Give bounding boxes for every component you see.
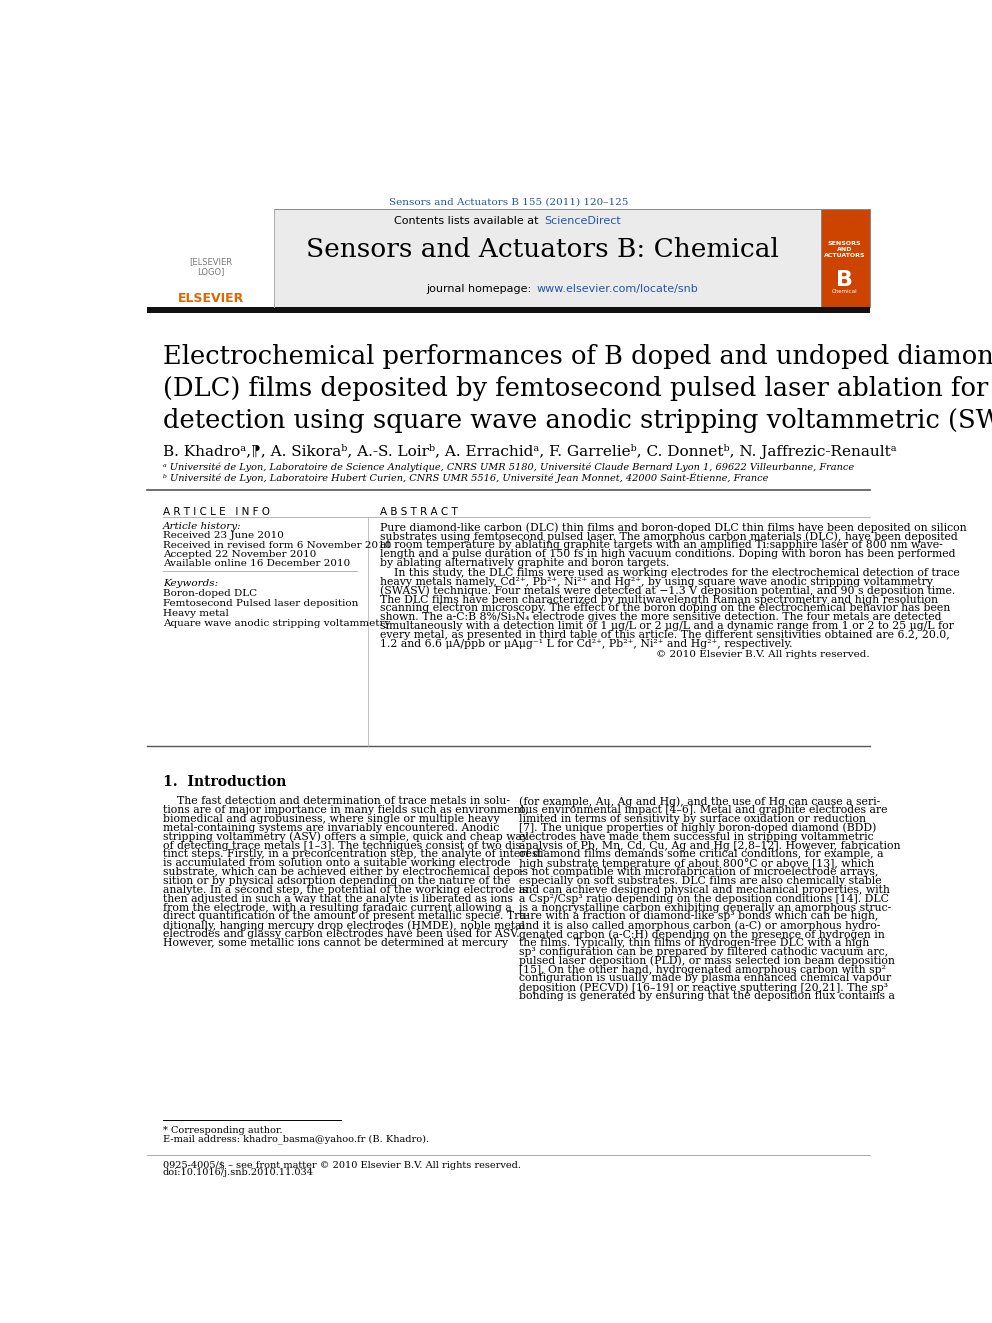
Text: Keywords:: Keywords: — [163, 579, 218, 589]
Text: electrodes have made them successful in stripping voltammetric: electrodes have made them successful in … — [519, 832, 874, 841]
Text: A B S T R A C T: A B S T R A C T — [380, 507, 457, 517]
Text: Sensors and Actuators B 155 (2011) 120–125: Sensors and Actuators B 155 (2011) 120–1… — [389, 197, 628, 206]
Text: © 2010 Elsevier B.V. All rights reserved.: © 2010 Elsevier B.V. All rights reserved… — [656, 650, 870, 659]
Text: A R T I C L E   I N F O: A R T I C L E I N F O — [163, 507, 270, 517]
Text: and can achieve designed physical and mechanical properties, with: and can achieve designed physical and me… — [519, 885, 890, 894]
Text: Received in revised form 6 November 2010: Received in revised form 6 November 2010 — [163, 541, 391, 549]
Text: ᵃ Université de Lyon, Laboratoire de Science Analytique, CNRS UMR 5180, Universi: ᵃ Université de Lyon, Laboratoire de Sci… — [163, 463, 854, 472]
Text: ScienceDirect: ScienceDirect — [544, 216, 621, 226]
Text: The DLC films have been characterized by multiwavelength Raman spectrometry and : The DLC films have been characterized by… — [380, 594, 937, 605]
Text: (for example, Au, Ag and Hg), and the use of Hg can cause a seri-: (for example, Au, Ag and Hg), and the us… — [519, 796, 881, 807]
Text: ditionally, hanging mercury drop electrodes (HMDE), noble metal: ditionally, hanging mercury drop electro… — [163, 921, 525, 931]
Text: Accepted 22 November 2010: Accepted 22 November 2010 — [163, 550, 316, 558]
Text: sp³ configuration can be prepared by filtered cathodic vacuum arc,: sp³ configuration can be prepared by fil… — [519, 947, 889, 957]
Bar — [147, 209, 820, 307]
Text: Contents lists available at: Contents lists available at — [395, 216, 543, 226]
Text: www.elsevier.com/locate/snb: www.elsevier.com/locate/snb — [537, 284, 698, 294]
Text: The fast detection and determination of trace metals in solu-: The fast detection and determination of … — [163, 796, 510, 806]
Text: Heavy metal: Heavy metal — [163, 609, 228, 618]
Text: of detecting trace metals [1–3]. The techniques consist of two dis-: of detecting trace metals [1–3]. The tec… — [163, 840, 525, 851]
Text: high substrate temperature of about 800°C or above [13], which: high substrate temperature of about 800°… — [519, 859, 874, 869]
Text: by ablating alternatively graphite and boron targets.: by ablating alternatively graphite and b… — [380, 557, 670, 568]
Text: metal-containing systems are invariably encountered. Anodic: metal-containing systems are invariably … — [163, 823, 499, 833]
Text: deposition (PECVD) [16–19] or reactive sputtering [20,21]. The sp³: deposition (PECVD) [16–19] or reactive s… — [519, 982, 888, 992]
Text: a Csp²/Csp³ ratio depending on the deposition conditions [14]. DLC: a Csp²/Csp³ ratio depending on the depos… — [519, 894, 889, 904]
Text: electrodes and glassy carbon electrodes have been used for ASV.: electrodes and glassy carbon electrodes … — [163, 929, 520, 939]
Text: configuration is usually made by plasma enhanced chemical vapour: configuration is usually made by plasma … — [519, 974, 892, 983]
Bar — [147, 209, 275, 307]
Text: tions are of major importance in many fields such as environment,: tions are of major importance in many fi… — [163, 806, 528, 815]
Text: bonding is generated by ensuring that the deposition flux contains a: bonding is generated by ensuring that th… — [519, 991, 895, 1002]
Text: In this study, the DLC films were used as working electrodes for the electrochem: In this study, the DLC films were used a… — [380, 568, 959, 578]
Text: shown. The a-C:B 8%/Si₃N₄ electrode gives the more sensitive detection. The four: shown. The a-C:B 8%/Si₃N₄ electrode give… — [380, 613, 941, 622]
Bar — [820, 209, 870, 307]
Text: every metal, as presented in third table of this article. The different sensitiv: every metal, as presented in third table… — [380, 630, 949, 640]
Text: ELSEVIER: ELSEVIER — [178, 292, 244, 306]
Text: Femtosecond Pulsed laser deposition: Femtosecond Pulsed laser deposition — [163, 599, 358, 609]
Text: ous environmental impact [4–6]. Metal and graphite electrodes are: ous environmental impact [4–6]. Metal an… — [519, 806, 888, 815]
Text: 1.  Introduction: 1. Introduction — [163, 775, 286, 789]
Text: analysis of Pb, Mn, Cd, Cu, Ag and Hg [2,8–12]. However, fabrication: analysis of Pb, Mn, Cd, Cu, Ag and Hg [2… — [519, 840, 901, 851]
Text: E-mail address: khadro_basma@yahoo.fr (B. Khadro).: E-mail address: khadro_basma@yahoo.fr (B… — [163, 1134, 429, 1144]
Text: limited in terms of sensitivity by surface oxidation or reduction: limited in terms of sensitivity by surfa… — [519, 814, 866, 824]
Text: at room temperature by ablating graphite targets with an amplified Ti:sapphire l: at room temperature by ablating graphite… — [380, 540, 942, 550]
Text: Sensors and Actuators B: Chemical: Sensors and Actuators B: Chemical — [307, 237, 779, 262]
Text: 0925-4005/$ – see front matter © 2010 Elsevier B.V. All rights reserved.: 0925-4005/$ – see front matter © 2010 El… — [163, 1160, 521, 1170]
Text: direct quantification of the amount of present metallic specie. Tra-: direct quantification of the amount of p… — [163, 912, 529, 921]
Text: (SWASV) technique. Four metals were detected at −1.3 V deposition potential, and: (SWASV) technique. Four metals were dete… — [380, 586, 955, 597]
Text: is a noncrystalline carbon exhibiting generally an amorphous struc-: is a noncrystalline carbon exhibiting ge… — [519, 902, 892, 913]
Text: journal homepage:: journal homepage: — [427, 284, 535, 294]
Text: However, some metallic ions cannot be determined at mercury: However, some metallic ions cannot be de… — [163, 938, 508, 949]
Text: [ELSEVIER
LOGO]: [ELSEVIER LOGO] — [189, 257, 232, 277]
Text: sition or by physical adsorption depending on the nature of the: sition or by physical adsorption dependi… — [163, 876, 510, 886]
Text: * Corresponding author.: * Corresponding author. — [163, 1126, 283, 1135]
Text: [7]. The unique properties of highly boron-doped diamond (BDD): [7]. The unique properties of highly bor… — [519, 823, 877, 833]
Bar — [147, 307, 870, 312]
Text: [15]. On the other hand, hydrogenated amorphous carbon with sp²: [15]. On the other hand, hydrogenated am… — [519, 964, 886, 975]
Text: pulsed laser deposition (PLD), or mass selected ion beam deposition: pulsed laser deposition (PLD), or mass s… — [519, 955, 895, 966]
Text: Boron-doped DLC: Boron-doped DLC — [163, 589, 257, 598]
Text: tinct steps. Firstly, in a preconcentration step, the analyte of interest: tinct steps. Firstly, in a preconcentrat… — [163, 849, 542, 860]
Text: is accumulated from solution onto a suitable working electrode: is accumulated from solution onto a suit… — [163, 859, 510, 868]
Text: Electrochemical performances of B doped and undoped diamond-like carbon: Electrochemical performances of B doped … — [163, 344, 992, 369]
Text: SENSORS
AND
ACTUATORS: SENSORS AND ACTUATORS — [824, 241, 866, 258]
Text: simultaneously with a detection limit of 1 μg/L or 2 μg/L and a dynamic range fr: simultaneously with a detection limit of… — [380, 620, 953, 631]
Text: doi:10.1016/j.snb.2010.11.034: doi:10.1016/j.snb.2010.11.034 — [163, 1168, 313, 1177]
Text: of diamond films demands some critical conditions, for example, a: of diamond films demands some critical c… — [519, 849, 884, 860]
Text: heavy metals namely, Cd²⁺, Pb²⁺, Ni²⁺ and Hg²⁺, by using square wave anodic stri: heavy metals namely, Cd²⁺, Pb²⁺, Ni²⁺ an… — [380, 577, 932, 587]
Text: substrate, which can be achieved either by electrochemical depo-: substrate, which can be achieved either … — [163, 867, 524, 877]
Text: Available online 16 December 2010: Available online 16 December 2010 — [163, 560, 350, 568]
Text: length and a pulse duration of 150 fs in high vacuum conditions. Doping with bor: length and a pulse duration of 150 fs in… — [380, 549, 955, 558]
Text: B: B — [836, 270, 853, 290]
Text: 1.2 and 6.6 μA/ppb or μAμg⁻¹ L for Cd²⁺, Pb²⁺, Ni²⁺ and Hg²⁺, respectively.: 1.2 and 6.6 μA/ppb or μAμg⁻¹ L for Cd²⁺,… — [380, 639, 793, 648]
Text: detection using square wave anodic stripping voltammetric (SWASV) technique: detection using square wave anodic strip… — [163, 409, 992, 433]
Text: is not compatible with microfabrication of microelectrode arrays,: is not compatible with microfabrication … — [519, 867, 879, 877]
Text: biomedical and agrobusiness, where single or multiple heavy: biomedical and agrobusiness, where singl… — [163, 814, 499, 824]
Text: (DLC) films deposited by femtosecond pulsed laser ablation for heavy metal: (DLC) films deposited by femtosecond pul… — [163, 376, 992, 401]
Text: Chemical: Chemical — [832, 290, 857, 295]
Text: Received 23 June 2010: Received 23 June 2010 — [163, 532, 284, 540]
Text: then adjusted in such a way that the analyte is liberated as ions: then adjusted in such a way that the ana… — [163, 894, 513, 904]
Text: Article history:: Article history: — [163, 523, 241, 532]
Text: B. Khadroᵃ,⁋, A. Sikoraᵇ, A.-S. Loirᵇ, A. Errachidᵃ, F. Garrelieᵇ, C. Donnetᵇ, N: B. Khadroᵃ,⁋, A. Sikoraᵇ, A.-S. Loirᵇ, A… — [163, 443, 897, 459]
Text: from the electrode, with a resulting faradaic current allowing a: from the electrode, with a resulting far… — [163, 902, 512, 913]
Text: genated carbon (a-C:H) depending on the presence of hydrogen in: genated carbon (a-C:H) depending on the … — [519, 929, 885, 939]
Text: especially on soft substrates. DLC films are also chemically stable: especially on soft substrates. DLC films… — [519, 876, 882, 886]
Text: stripping voltammetry (ASV) offers a simple, quick and cheap way: stripping voltammetry (ASV) offers a sim… — [163, 832, 528, 843]
Text: analyte. In a second step, the potential of the working electrode is: analyte. In a second step, the potential… — [163, 885, 528, 894]
Text: the films. Typically, thin films of hydrogen-free DLC with a high: the films. Typically, thin films of hydr… — [519, 938, 870, 949]
Text: Aquare wave anodic stripping voltammetry: Aquare wave anodic stripping voltammetry — [163, 619, 390, 628]
Text: and it is also called amorphous carbon (a-C) or amorphous hydro-: and it is also called amorphous carbon (… — [519, 921, 881, 931]
Text: substrates using femtosecond pulsed laser. The amorphous carbon materials (DLC),: substrates using femtosecond pulsed lase… — [380, 531, 957, 541]
Text: ture with a fraction of diamond-like sp³ bonds which can be high,: ture with a fraction of diamond-like sp³… — [519, 912, 879, 921]
Text: scanning electron microscopy. The effect of the boron doping on the electrochemi: scanning electron microscopy. The effect… — [380, 603, 950, 614]
Text: ᵇ Université de Lyon, Laboratoire Hubert Curien, CNRS UMR 5516, Université Jean : ᵇ Université de Lyon, Laboratoire Hubert… — [163, 472, 768, 483]
Text: Pure diamond-like carbon (DLC) thin films and boron-doped DLC thin films have be: Pure diamond-like carbon (DLC) thin film… — [380, 523, 966, 533]
